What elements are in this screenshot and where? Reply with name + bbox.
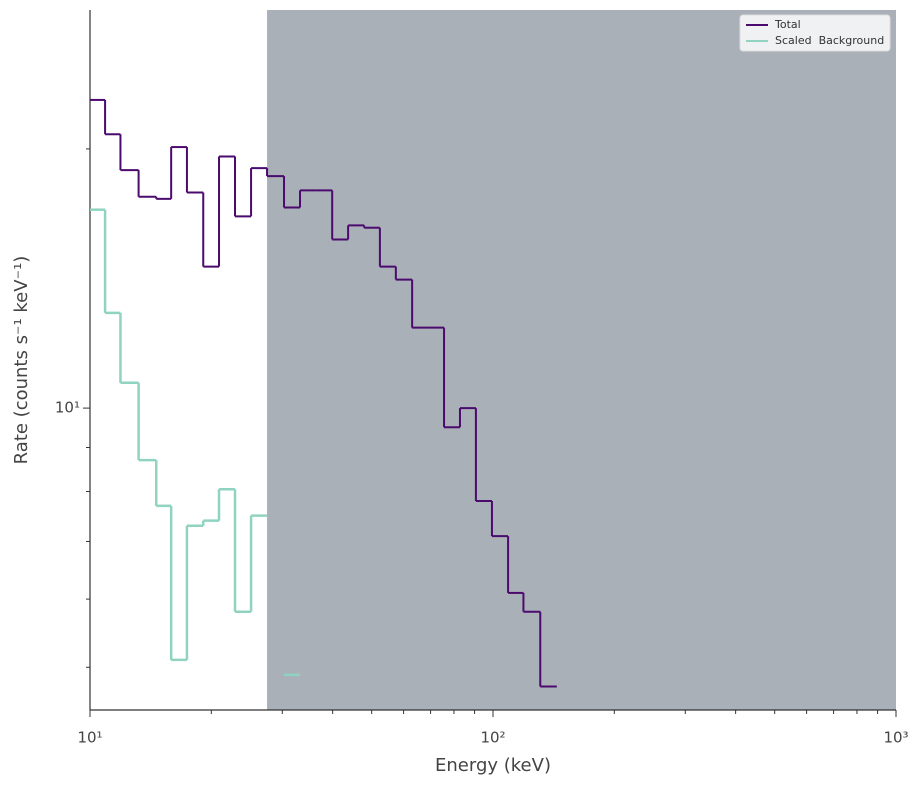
legend-label: Scaled Background: [775, 34, 884, 47]
legend-box: [739, 14, 891, 52]
x-tick-label: 10²: [480, 729, 505, 747]
series: [90, 208, 301, 677]
shaded-region: [267, 10, 896, 710]
y-tick-label: 10¹: [55, 399, 80, 417]
series: [90, 98, 557, 688]
x-tick-label: 10³: [883, 729, 908, 747]
y-axis-label: Rate (counts s⁻¹ keV⁻¹): [11, 256, 32, 465]
legend-label: Total: [774, 18, 801, 31]
x-tick-label: 10¹: [77, 729, 102, 747]
x-axis-label: Energy (keV): [435, 755, 551, 776]
